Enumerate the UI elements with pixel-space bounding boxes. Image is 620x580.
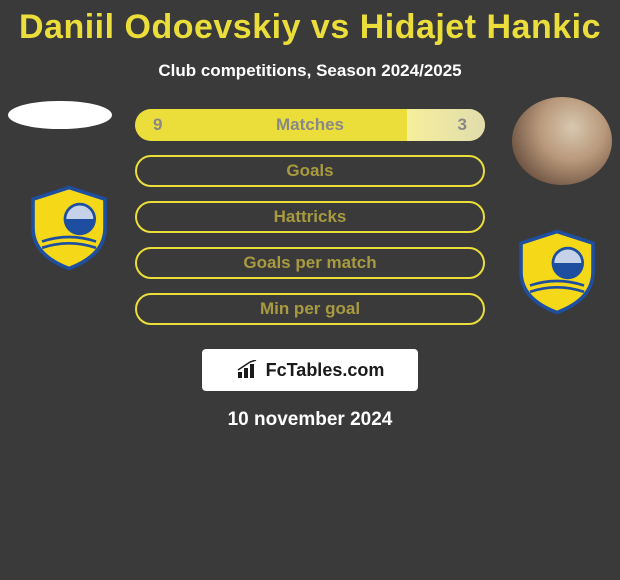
goals-label: Goals <box>286 161 333 181</box>
mpg-label: Min per goal <box>260 299 360 319</box>
stat-row-mpg: Min per goal <box>135 293 485 325</box>
player-left-avatar <box>8 101 112 129</box>
page-title: Daniil Odoevskiy vs Hidajet Hankic <box>0 8 620 47</box>
hattricks-label: Hattricks <box>274 207 347 227</box>
matches-label: Matches <box>276 115 344 135</box>
brand-chart-icon <box>236 360 260 380</box>
matches-left-value: 9 <box>153 115 162 135</box>
stat-row-gpm: Goals per match <box>135 247 485 279</box>
page-subtitle: Club competitions, Season 2024/2025 <box>0 61 620 81</box>
matches-right-value: 3 <box>458 115 467 135</box>
stat-row-matches: 9 Matches 3 <box>135 109 485 141</box>
date-text: 10 november 2024 <box>10 409 610 431</box>
club-badge-left <box>24 183 114 273</box>
gpm-label: Goals per match <box>243 253 376 273</box>
brand-badge: FcTables.com <box>202 349 418 391</box>
comparison-area: 9 Matches 3 Goals Hattricks Goals per ma… <box>0 109 620 431</box>
stat-rows: 9 Matches 3 Goals Hattricks Goals per ma… <box>135 109 485 325</box>
stat-row-hattricks: Hattricks <box>135 201 485 233</box>
player-right-avatar <box>512 97 612 185</box>
matches-right-indicator <box>407 109 485 141</box>
club-badge-right <box>512 227 602 317</box>
brand-text: FcTables.com <box>266 360 385 381</box>
stat-row-goals: Goals <box>135 155 485 187</box>
